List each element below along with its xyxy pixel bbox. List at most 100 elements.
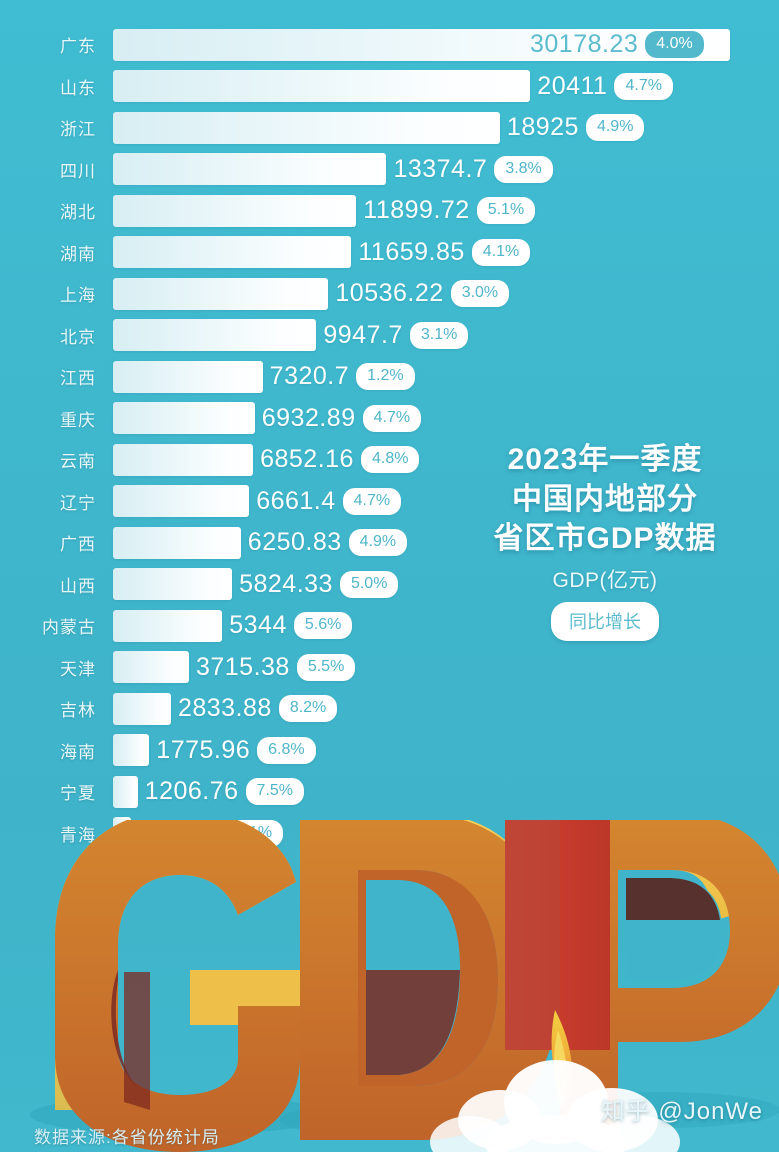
gdp-value-label: 6852.16 bbox=[260, 445, 354, 473]
bar-track: 1206.76 7.5% bbox=[113, 775, 779, 808]
bar-track: 11659.85 4.1% bbox=[113, 236, 779, 268]
chart-row: 重庆 6932.89 4.7% bbox=[0, 398, 779, 440]
source-note: 数据来源:各省份统计局 bbox=[34, 1128, 220, 1147]
gdp-value-label: 18925 bbox=[506, 113, 579, 141]
province-label: 重庆 bbox=[60, 410, 96, 430]
bar-value-group: 10536.22 3.0% bbox=[335, 278, 510, 310]
province-label: 四川 bbox=[60, 161, 96, 181]
watermark: 知乎 @JonWe bbox=[600, 1098, 763, 1125]
province-label: 湖南 bbox=[60, 244, 96, 264]
gdp-value-label: 30178.23 bbox=[530, 30, 639, 58]
bar-value-group: 6661.4 4.7% bbox=[256, 485, 402, 517]
growth-rate-pill: 5.5% bbox=[296, 653, 356, 681]
province-label: 北京 bbox=[60, 327, 96, 347]
gdp-value-label: 3715.38 bbox=[195, 652, 290, 681]
bar-value-group: 6852.16 4.8% bbox=[260, 444, 420, 476]
chart-row: 上海 10536.22 3.0% bbox=[0, 273, 779, 315]
chart-row: 辽宁 6661.4 4.7% bbox=[0, 481, 779, 523]
title-line-3: 省区市GDP数据 bbox=[493, 522, 717, 556]
growth-rate-pill: 5.0% bbox=[339, 570, 399, 598]
growth-rate-pill: 4.7% bbox=[362, 404, 422, 432]
chart-row: 云南 6852.16 4.8% bbox=[0, 439, 779, 481]
province-label: 内蒙古 bbox=[42, 618, 96, 638]
growth-arrow-icon bbox=[505, 820, 610, 1050]
gdp-value-label: 11659.85 bbox=[358, 237, 465, 266]
province-label: 上海 bbox=[60, 286, 96, 306]
growth-rate-pill: 7.5% bbox=[245, 778, 305, 805]
gdp-value-label: 13374.7 bbox=[393, 154, 488, 183]
growth-rate-pill: 4.9% bbox=[348, 529, 408, 556]
bar-value-group: 1775.96 6.8% bbox=[156, 734, 316, 766]
gdp-value-label: 5824.33 bbox=[239, 569, 333, 598]
bar-value-group: 18925 4.9% bbox=[507, 112, 645, 144]
growth-rate-pill: 3.1% bbox=[409, 321, 469, 349]
bar-track: 5344 5.6% bbox=[113, 609, 779, 642]
bar-value-group: 3715.38 5.5% bbox=[195, 651, 356, 683]
bar-track: 3715.38 5.5% bbox=[113, 651, 779, 683]
gdp-value-label: 6932.89 bbox=[261, 403, 356, 432]
chart-row: 天津 3715.38 5.5% bbox=[0, 647, 779, 689]
gdp-bar bbox=[113, 277, 329, 310]
chart-row: 广西 6250.83 4.9% bbox=[0, 522, 779, 564]
gdp-art-svg bbox=[30, 820, 779, 1152]
bar-value-group: 5824.33 5.0% bbox=[239, 568, 399, 600]
gdp-bar bbox=[113, 485, 250, 517]
province-label: 山西 bbox=[60, 576, 96, 596]
bar-value-group: 30178.23 4.0% bbox=[530, 29, 704, 61]
chart-row: 山东 20411 4.7% bbox=[0, 66, 779, 108]
title-line-2: 中国内地部分 bbox=[512, 482, 698, 516]
gdp-bar bbox=[113, 609, 223, 642]
bar-value-group: 13374.7 3.8% bbox=[393, 153, 553, 185]
chart-row: 海南 1775.96 6.8% bbox=[0, 730, 779, 772]
growth-rate-pill: 4.8% bbox=[360, 446, 420, 473]
gdp-bar bbox=[113, 402, 255, 434]
bar-value-group: 7320.7 1.2% bbox=[270, 361, 415, 393]
rocket-smoke-icon bbox=[430, 1060, 680, 1152]
province-label: 宁夏 bbox=[60, 784, 96, 804]
gdp-bar bbox=[113, 443, 254, 476]
gdp-bar bbox=[113, 568, 233, 600]
bar-track: 6852.16 4.8% bbox=[113, 443, 779, 476]
bar-track: 18925 4.9% bbox=[113, 111, 779, 144]
province-label: 云南 bbox=[60, 452, 96, 472]
gdp-bar bbox=[113, 319, 317, 351]
gdp-bar bbox=[113, 734, 150, 766]
bar-value-group: 9947.7 3.1% bbox=[323, 319, 469, 351]
gdp-bar bbox=[113, 236, 352, 268]
chart-row: 江西 7320.7 1.2% bbox=[0, 356, 779, 398]
gdp-value-label: 9947.7 bbox=[323, 320, 403, 349]
gdp-value-label: 1775.96 bbox=[156, 735, 251, 764]
bar-track: 7320.7 1.2% bbox=[113, 360, 779, 393]
growth-rate-pill: 4.0% bbox=[645, 31, 704, 58]
letter-g bbox=[55, 820, 300, 1152]
gdp-bar bbox=[113, 651, 189, 683]
growth-rate-pill: 6.8% bbox=[257, 736, 316, 764]
bar-value-group: 1206.76 7.5% bbox=[145, 776, 305, 808]
chart-subtitle: GDP(亿元) bbox=[552, 568, 658, 592]
bar-track: 1775.96 6.8% bbox=[113, 734, 779, 766]
gdp-bar bbox=[113, 111, 500, 144]
province-label: 吉林 bbox=[60, 701, 96, 721]
bar-value-group: 20411 4.7% bbox=[537, 70, 673, 102]
bar-value-group: 5344 5.6% bbox=[229, 610, 353, 642]
chart-row: 湖南 11659.85 4.1% bbox=[0, 232, 779, 274]
chart-row: 吉林 2833.88 8.2% bbox=[0, 688, 779, 730]
chart-row: 四川 13374.7 3.8% bbox=[0, 149, 779, 191]
gdp-value-label: 2833.88 bbox=[177, 694, 272, 722]
growth-rate-pill: 8.2% bbox=[278, 695, 338, 722]
gdp-value-label: 5344 bbox=[229, 611, 287, 639]
gdp-bar bbox=[113, 153, 387, 185]
chart-row: 浙江 18925 4.9% bbox=[0, 107, 779, 149]
gdp-bar bbox=[113, 28, 730, 61]
gdp-value-label: 7320.7 bbox=[269, 362, 350, 390]
chart-row: 北京 9947.7 3.1% bbox=[0, 315, 779, 357]
chart-row: 湖北 11899.72 5.1% bbox=[0, 190, 779, 232]
province-label: 辽宁 bbox=[60, 493, 96, 513]
bar-track: 6932.89 4.7% bbox=[113, 402, 779, 434]
growth-rate-pill: 5.1% bbox=[476, 197, 536, 224]
gdp-bar bbox=[113, 360, 263, 393]
bar-track: 11899.72 5.1% bbox=[113, 194, 779, 227]
bar-value-group: 2833.88 8.2% bbox=[177, 693, 338, 725]
growth-rate-pill: 4.7% bbox=[614, 72, 673, 100]
growth-rate-pill: 4.7% bbox=[342, 487, 402, 515]
